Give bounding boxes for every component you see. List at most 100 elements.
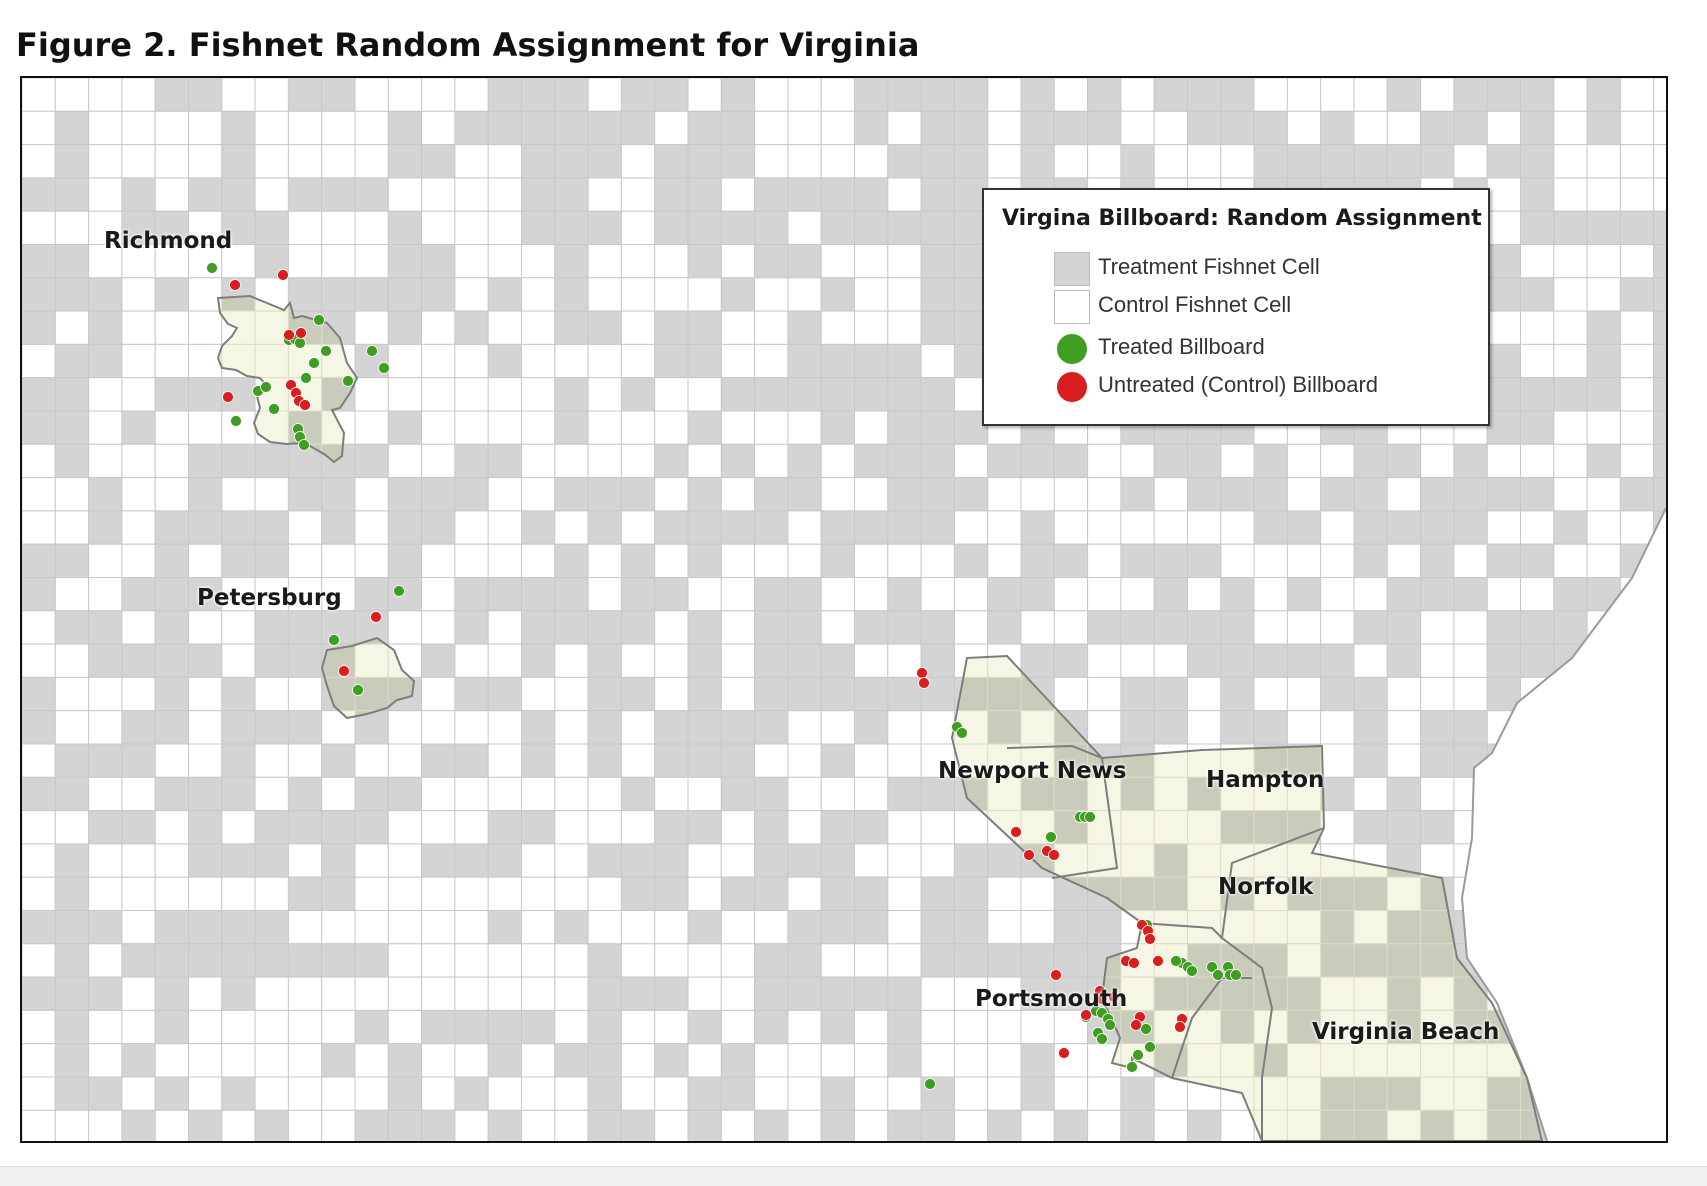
treatment-fishnet-cell <box>22 177 56 212</box>
treatment-fishnet-cell <box>387 410 423 445</box>
control-fishnet-cell <box>687 776 722 812</box>
control-fishnet-cell <box>454 210 489 245</box>
control-fishnet-cell <box>521 776 556 812</box>
treatment-fishnet-cell <box>754 377 789 412</box>
control-fishnet-cell <box>221 643 256 678</box>
control-fishnet-cell <box>354 876 389 912</box>
control-fishnet-cell <box>987 543 1022 579</box>
control-fishnet-cell <box>188 710 223 745</box>
control-fishnet-cell <box>1020 1009 1055 1045</box>
treatment-fishnet-cell <box>920 876 955 912</box>
control-fishnet-cell <box>354 976 389 1011</box>
control-fishnet-cell <box>221 810 256 845</box>
treatment-fishnet-cell <box>587 610 622 645</box>
treatment-fishnet-cell <box>1554 711 1587 744</box>
treatment-fishnet-cell <box>620 976 656 1011</box>
control-fishnet-cell <box>487 743 523 778</box>
treatment-fishnet-cell <box>321 810 356 845</box>
control-fishnet-cell <box>587 810 622 845</box>
treatment-fishnet-cell <box>854 610 889 645</box>
treatment-fishnet-cell <box>1486 343 1521 379</box>
treatment-fishnet-cell <box>920 244 955 279</box>
treatment-fishnet-cell <box>654 710 689 745</box>
control-fishnet-cell <box>1521 877 1554 910</box>
control-fishnet-cell <box>188 676 223 712</box>
control-fishnet-cell <box>1620 1077 1653 1110</box>
control-fishnet-cell <box>454 343 489 379</box>
treatment-fishnet-cell <box>421 743 456 778</box>
treatment-fishnet-cell <box>587 943 622 978</box>
control-fishnet-cell <box>1553 244 1588 279</box>
control-fishnet-cell <box>1120 577 1155 612</box>
control-fishnet-cell <box>121 310 156 345</box>
control-fishnet-cell <box>1453 543 1488 579</box>
treatment-fishnet-cell <box>720 743 756 778</box>
control-fishnet-cell <box>1521 944 1554 977</box>
control-fishnet-cell <box>720 310 756 345</box>
treatment-fishnet-cell <box>1486 377 1521 412</box>
figure-title: Figure 2. Fishnet Random Assignment for … <box>16 26 920 64</box>
control-fishnet-cell <box>720 543 756 579</box>
control-fishnet-cell <box>1320 710 1355 745</box>
control-fishnet-cell <box>1420 610 1455 645</box>
treatment-fishnet-cell <box>720 277 756 312</box>
control-fishnet-cell <box>22 343 56 379</box>
treatment-fishnet-cell <box>1487 944 1520 977</box>
treatment-fishnet-cell <box>787 610 822 645</box>
treatment-fishnet-cell <box>1420 477 1455 512</box>
treatment-fishnet-cell <box>254 643 289 678</box>
treatment-fishnet-cell <box>854 810 889 845</box>
treatment-fishnet-cell <box>1554 1010 1587 1043</box>
treatment-fishnet-cell <box>1619 1109 1655 1141</box>
treatment-fishnet-cell <box>920 410 955 445</box>
treatment-fishnet-cell <box>1587 977 1620 1010</box>
control-fishnet-cell <box>354 78 389 112</box>
treatment-fishnet-cell <box>321 78 356 112</box>
petersburg-boundary <box>320 636 416 720</box>
control-fishnet-cell <box>354 310 389 345</box>
treatment-fishnet-cell <box>521 78 556 112</box>
treatment-fishnet-cell <box>1554 811 1587 844</box>
treatment-fishnet-cell <box>387 477 423 512</box>
treatment-fishnet-cell <box>1554 711 1587 744</box>
treatment-fishnet-cell <box>1253 643 1288 678</box>
control-fishnet-cell <box>1453 876 1488 912</box>
control-fishnet-cell <box>887 710 922 745</box>
control-fishnet-cell <box>1553 943 1588 978</box>
control-fishnet-cell <box>554 676 589 712</box>
control-fishnet-cell <box>1521 877 1554 910</box>
treatment-fishnet-cell <box>1619 277 1655 312</box>
treatment-fishnet-cell <box>887 477 922 512</box>
treatment-fishnet-cell <box>1187 110 1222 146</box>
treatment-fishnet-cell <box>454 676 489 712</box>
control-fishnet-cell <box>387 843 423 878</box>
treatment-fishnet-cell <box>1453 910 1488 945</box>
treatment-fishnet-cell <box>1386 510 1422 545</box>
control-fishnet-cell <box>321 210 356 245</box>
treatment-fishnet-cell <box>1520 477 1555 512</box>
treatment-fishnet-cell <box>587 110 622 146</box>
control-fishnet-cell <box>1554 1077 1587 1110</box>
control-fishnet-cell <box>854 643 889 678</box>
control-fishnet-cell <box>1521 1010 1554 1043</box>
control-fishnet-cell <box>687 577 722 612</box>
control-fishnet-cell <box>1654 744 1666 777</box>
treatment-fishnet-cell <box>654 976 689 1011</box>
treatment-fishnet-cell <box>554 377 589 412</box>
control-fishnet-cell <box>1053 676 1089 712</box>
control-fishnet-cell <box>654 676 689 712</box>
control-fishnet-cell <box>1654 544 1666 577</box>
treatment-fishnet-cell <box>787 377 822 412</box>
control-fishnet-cell <box>521 477 556 512</box>
treatment-fishnet-cell <box>1253 144 1288 179</box>
control-fishnet-cell <box>854 410 889 445</box>
treatment-fishnet-cell <box>887 1009 922 1045</box>
treatment-fishnet-cell <box>1587 644 1620 677</box>
treatment-fishnet-cell <box>1486 244 1521 279</box>
treatment-fishnet-cell <box>887 78 922 112</box>
control-fishnet-cell <box>287 244 323 279</box>
treatment-fishnet-cell <box>1521 777 1554 810</box>
treatment-fishnet-cell <box>754 610 789 645</box>
control-fishnet-cell <box>1553 1076 1588 1111</box>
treatment-fishnet-cell <box>1553 1109 1588 1141</box>
